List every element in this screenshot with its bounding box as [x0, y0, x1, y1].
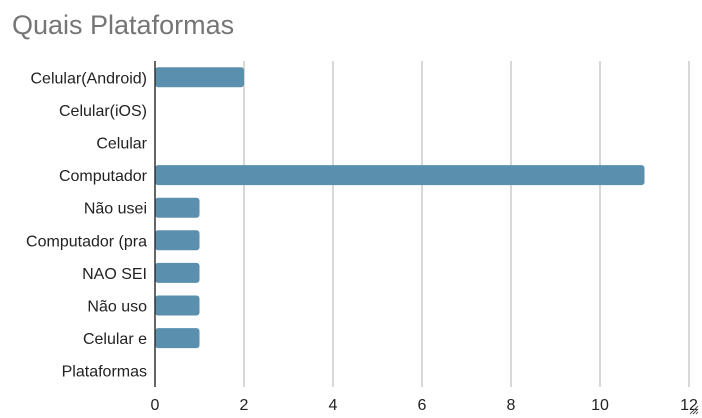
- category-label: Plataformas: [62, 364, 147, 381]
- x-tick-label: 6: [418, 397, 427, 414]
- bar: [155, 262, 200, 283]
- category-label: Não usei: [84, 201, 147, 218]
- bar: [155, 230, 200, 251]
- category-label: Celular(iOS): [59, 103, 147, 120]
- grid-lines: [243, 61, 690, 387]
- bar: [155, 165, 645, 186]
- x-tick-label: 8: [507, 397, 516, 414]
- x-tick-label: 4: [329, 397, 338, 414]
- category-labels: Celular(Android) Celular(iOS) Celular Compu…: [26, 70, 148, 380]
- x-tick-label: 2: [240, 397, 249, 414]
- bar: [155, 328, 200, 349]
- category-label: Celular: [96, 136, 147, 153]
- category-label: Celular(Android): [31, 70, 148, 87]
- bars: [155, 67, 645, 349]
- bar: [155, 197, 200, 218]
- resize-handle-icon[interactable]: [689, 405, 699, 415]
- chart-title: Quais Plataformas: [12, 10, 235, 40]
- category-label: NAO SEI: [82, 266, 147, 283]
- bar: [155, 295, 200, 316]
- x-tick-label: 0: [151, 397, 160, 414]
- bar: [155, 67, 244, 88]
- category-label: Computador: [59, 168, 148, 185]
- category-label: Computador (pra: [26, 233, 147, 250]
- x-tick-label: 12: [680, 397, 698, 414]
- x-tick-label: 10: [591, 397, 609, 414]
- category-label: Não uso: [87, 299, 147, 316]
- x-tick-labels: 0 2 4 6 8 10 12: [151, 397, 698, 414]
- category-label: Celular e: [83, 331, 147, 348]
